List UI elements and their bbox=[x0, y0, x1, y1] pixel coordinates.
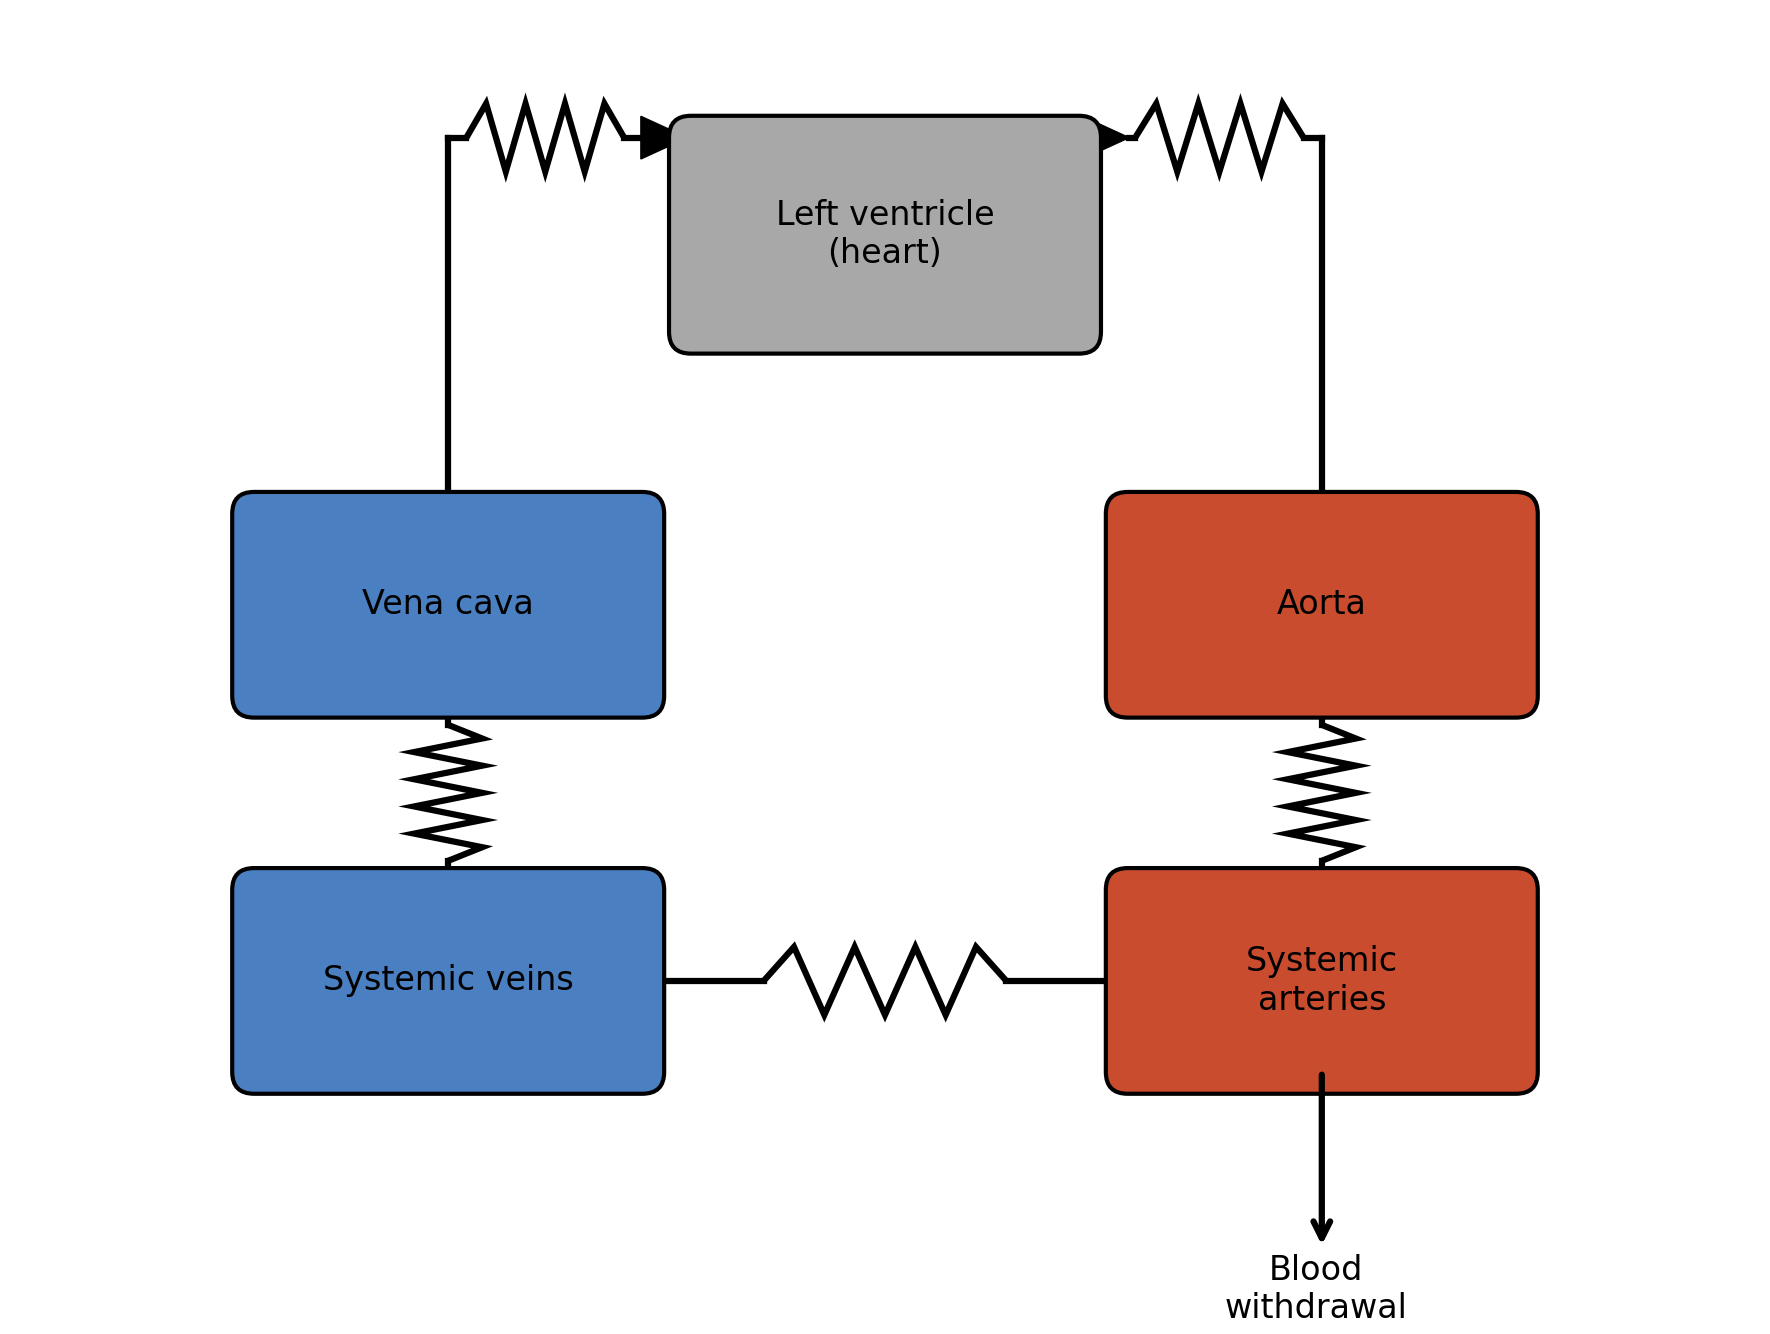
FancyBboxPatch shape bbox=[1106, 492, 1538, 718]
FancyBboxPatch shape bbox=[1106, 868, 1538, 1094]
Text: Vena cava: Vena cava bbox=[363, 588, 535, 622]
Text: Systemic veins: Systemic veins bbox=[322, 964, 573, 998]
Polygon shape bbox=[641, 116, 687, 159]
Text: Aorta: Aorta bbox=[1276, 588, 1366, 622]
FancyBboxPatch shape bbox=[232, 868, 664, 1094]
FancyBboxPatch shape bbox=[669, 116, 1101, 354]
Polygon shape bbox=[1083, 116, 1129, 159]
Text: Blood
withdrawal: Blood withdrawal bbox=[1225, 1254, 1407, 1325]
Text: Left ventricle
(heart): Left ventricle (heart) bbox=[775, 199, 995, 271]
FancyBboxPatch shape bbox=[232, 492, 664, 718]
Text: Systemic
arteries: Systemic arteries bbox=[1246, 946, 1398, 1017]
